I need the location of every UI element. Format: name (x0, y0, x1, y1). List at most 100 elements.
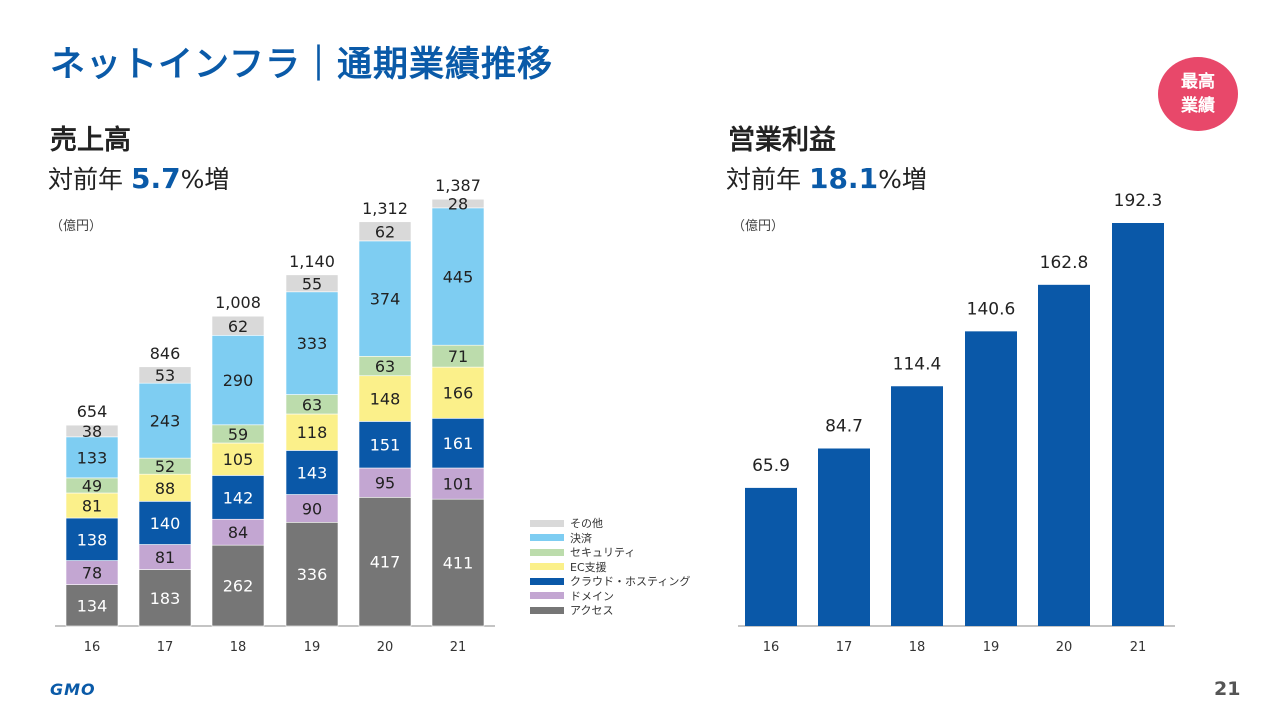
segment-label: 63 (375, 357, 395, 376)
x-tick-label: 19 (983, 640, 1000, 655)
revenue-bar-segment (358, 421, 412, 469)
segment-label: 290 (223, 371, 254, 390)
revenue-bar-segment (138, 382, 192, 459)
segment-label: 59 (228, 425, 248, 444)
revenue-bar-segment (65, 424, 119, 438)
total-label: 1,008 (215, 293, 261, 312)
profit-bar (745, 487, 797, 626)
revenue-bar-segment (211, 544, 265, 627)
legend-item: クラウド・ホスティング (530, 574, 690, 589)
legend-swatch (530, 606, 564, 614)
profit-value-label: 192.3 (1114, 191, 1163, 211)
legend-item: 決済 (530, 531, 690, 546)
x-tick-label: 18 (909, 640, 926, 655)
revenue-bar-segment (285, 413, 339, 451)
legend-swatch (530, 534, 564, 542)
revenue-yoy: 対前年 5.7%増 (48, 160, 229, 196)
segment-label: 53 (155, 366, 175, 385)
profit-yoy-value: 18.1 (808, 162, 879, 195)
legend-label: ドメイン (570, 589, 614, 603)
page-title: ネットインフラ｜通期業績推移 (50, 45, 553, 85)
segment-label: 166 (443, 384, 474, 403)
segment-label: 95 (375, 474, 395, 493)
legend-label: セキュリティ (570, 546, 636, 560)
revenue-bar-segment (65, 560, 119, 585)
segment-label: 28 (448, 195, 468, 214)
profit-value-label: 140.6 (967, 299, 1016, 319)
segment-label: 55 (302, 274, 322, 293)
segment-label: 62 (375, 222, 395, 241)
badge-line1: 最高 (1181, 72, 1215, 92)
revenue-bar-segment (65, 492, 119, 519)
legend-label: EC支援 (570, 560, 607, 574)
revenue-bar-segment (358, 375, 412, 422)
segment-label: 71 (448, 347, 468, 366)
x-tick-label: 17 (836, 640, 853, 655)
revenue-legend: その他 決済 セキュリティ EC支援 クラウド・ホスティング ドメイン アクセス (530, 516, 690, 618)
revenue-bar-segment (358, 497, 412, 627)
revenue-bar-segment (358, 240, 412, 357)
segment-label: 52 (155, 457, 175, 476)
profit-yoy-suffix: %増 (878, 165, 927, 194)
segment-label: 262 (223, 577, 254, 596)
profit-bar (891, 386, 943, 626)
segment-label: 84 (228, 523, 248, 542)
profit-yoy: 対前年 18.1%増 (726, 160, 927, 196)
segment-label: 118 (297, 423, 328, 442)
segment-label: 411 (443, 554, 474, 573)
x-tick-label: 17 (157, 640, 174, 655)
revenue-bar-segment (285, 274, 339, 293)
x-tick-label: 16 (763, 640, 780, 655)
segment-label: 417 (370, 553, 401, 572)
revenue-bar-segment (211, 315, 265, 336)
total-label: 1,140 (289, 252, 335, 271)
segment-label: 151 (370, 436, 401, 455)
revenue-bar-segment (431, 366, 485, 419)
segment-label: 38 (82, 422, 102, 441)
segment-label: 374 (370, 290, 401, 309)
profit-value-label: 162.8 (1040, 253, 1089, 273)
legend-item: その他 (530, 516, 690, 531)
total-label: 654 (77, 402, 108, 421)
segment-label: 336 (297, 565, 328, 584)
legend-label: アクセス (570, 604, 614, 618)
profit-value-label: 114.4 (893, 354, 942, 374)
legend-swatch (530, 563, 564, 571)
profit-unit: （億円） (732, 219, 785, 234)
profit-value-label: 84.7 (825, 416, 863, 436)
revenue-bar-segment (358, 221, 412, 242)
total-label: 1,387 (435, 176, 481, 195)
segment-label: 183 (150, 589, 181, 608)
profit-bar (965, 331, 1017, 626)
total-label: 846 (150, 344, 181, 363)
legend-swatch (530, 548, 564, 556)
revenue-bar-segment (211, 335, 265, 426)
revenue-bar-segment (431, 418, 485, 469)
legend-label: 決済 (570, 531, 592, 545)
revenue-heading: 売上高 (50, 125, 131, 156)
revenue-bar-segment (138, 473, 192, 502)
legend-swatch (530, 519, 564, 527)
x-tick-label: 18 (230, 640, 247, 655)
gmo-logo: GMO (50, 680, 96, 699)
legend-item: EC支援 (530, 560, 690, 575)
revenue-yoy-suffix: %増 (180, 165, 230, 194)
x-tick-label: 21 (1130, 640, 1147, 655)
legend-swatch (530, 592, 564, 600)
profit-bar (1038, 284, 1090, 626)
legend-item: アクセス (530, 603, 690, 618)
segment-label: 445 (443, 268, 474, 287)
legend-label: クラウド・ホスティング (570, 575, 691, 589)
revenue-bar-segment (65, 584, 119, 627)
revenue-bar-segment (431, 467, 485, 500)
revenue-bar-segment (65, 517, 119, 561)
segment-label: 161 (443, 434, 474, 453)
x-tick-label: 21 (450, 640, 467, 655)
legend-item: ドメイン (530, 589, 690, 604)
segment-label: 81 (155, 548, 175, 567)
segment-label: 78 (82, 564, 102, 583)
revenue-bar-segment (431, 498, 485, 627)
x-tick-label: 20 (1056, 640, 1073, 655)
segment-label: 63 (302, 395, 322, 414)
